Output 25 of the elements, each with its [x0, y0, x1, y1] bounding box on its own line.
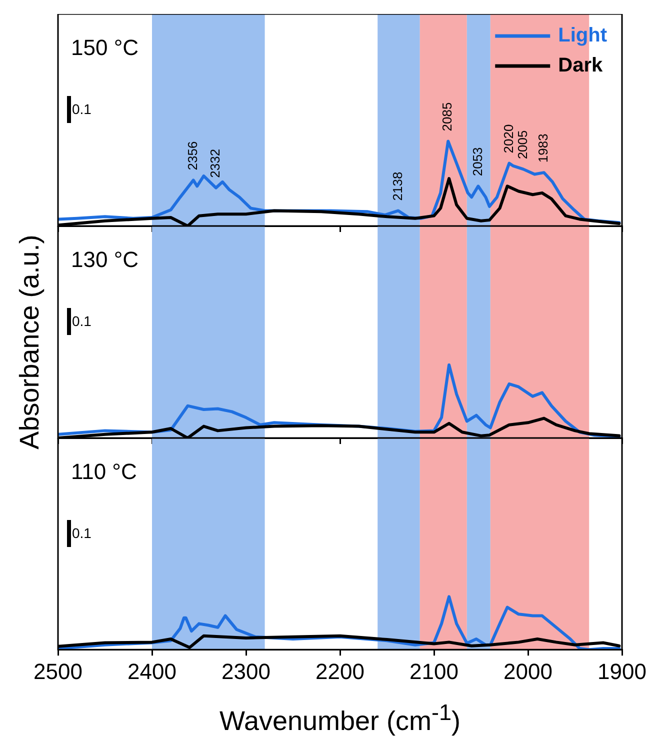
x-tick-label: 1900 [598, 658, 646, 684]
text: 130 °C [71, 247, 139, 272]
annotation: 2053 [470, 147, 485, 176]
text: 0.1 [72, 524, 92, 541]
legend-label: Dark [558, 54, 604, 77]
x-tick-label: 2400 [128, 658, 176, 684]
text: 0.1 [72, 100, 92, 117]
annotation: 2085 [440, 102, 455, 132]
legend-label: Light [558, 24, 608, 47]
y-axis-title: Absorbance (a.u.) [14, 234, 46, 450]
x-tick-label: 2100 [410, 658, 458, 684]
x-tick-label: 2000 [504, 658, 552, 684]
annotation: 2138 [390, 172, 405, 201]
annotation: 2005 [514, 130, 530, 160]
x-tick-label: 2300 [222, 658, 270, 684]
x-axis-title: Wavenumber (cm$^{-1}$) [219, 700, 461, 737]
text: 0.1 [72, 312, 92, 329]
annotation: 2020 [500, 124, 516, 154]
x-tick-label: 2200 [316, 658, 364, 684]
annotation: 2356 [184, 141, 200, 170]
annotation: 2332 [208, 148, 222, 178]
text: 150 °C [71, 35, 139, 60]
annotation: 1983 [536, 134, 551, 163]
x-tick-label: 2500 [34, 658, 82, 684]
text: 110 °C [71, 459, 137, 484]
